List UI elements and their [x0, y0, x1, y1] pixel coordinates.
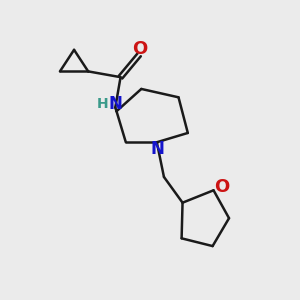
Text: N: N [109, 95, 123, 113]
Text: O: O [214, 178, 229, 196]
Text: H: H [97, 98, 108, 111]
Text: O: O [132, 40, 147, 58]
Text: N: N [151, 140, 164, 158]
